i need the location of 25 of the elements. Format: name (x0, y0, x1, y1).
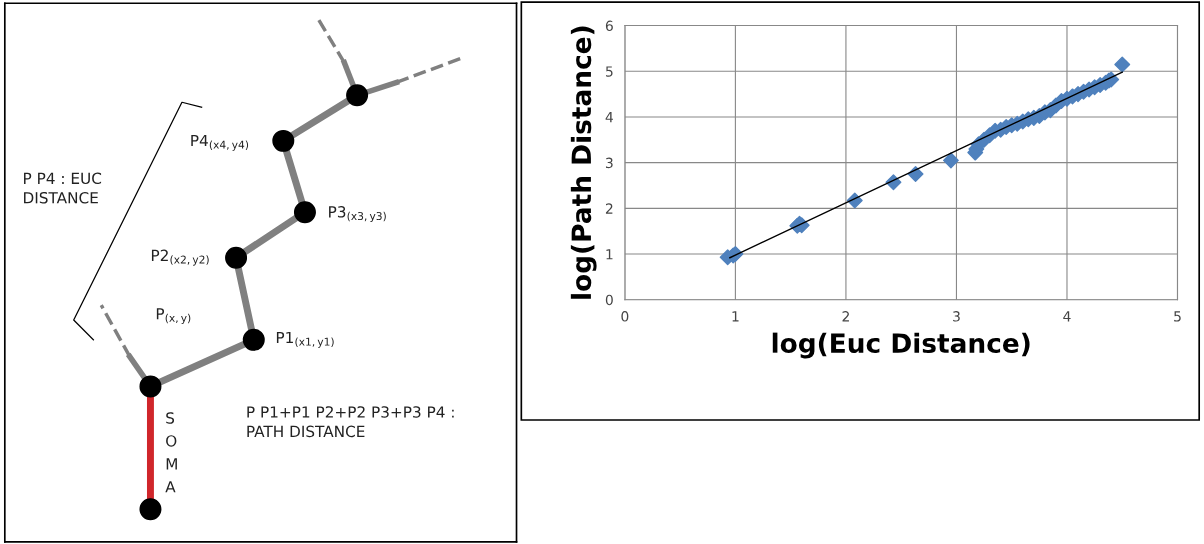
text: S O M A (165, 412, 177, 493)
text: P2$_{(x2,y2)}$ (151, 249, 209, 266)
text: P1$_{(x1,y1)}$ (276, 331, 334, 348)
text: P P4 : EUC DISTANCE (24, 172, 102, 204)
y-tick-label: 0 (605, 294, 613, 306)
x-tick-label: 1 (732, 311, 739, 322)
text: P$_{(x,y)}$ (156, 308, 191, 325)
text: P4$_{(x4,y4)}$ (191, 134, 249, 151)
point (1114, 56, 1131, 73)
x-tick-label: 3 (953, 311, 960, 322)
y-tick-label: 6 (605, 20, 613, 32)
text: P P1+P1 P2+P2 P3+P3 P4 : PATH DISTANCE (247, 406, 454, 438)
y-tick-label: 4 (605, 112, 613, 123)
point (942, 152, 959, 169)
y-tick-label: 5 (606, 66, 613, 77)
y-tick-label: 2 (605, 203, 613, 214)
y-axis-title: log(Path Distance) (570, 26, 597, 299)
text: P3$_{(x3,y3)}$ (329, 206, 386, 223)
x-tick-label: 4 (1063, 311, 1071, 322)
y-tick-label: 3 (605, 157, 613, 169)
x-axis-title: log(Euc Distance) (772, 332, 1030, 359)
x-tick-label: 0 (621, 311, 629, 322)
x-tick-label: 5 (1174, 311, 1181, 322)
y-tick-label: 1 (606, 249, 613, 260)
x-tick-label: 2 (842, 311, 849, 322)
